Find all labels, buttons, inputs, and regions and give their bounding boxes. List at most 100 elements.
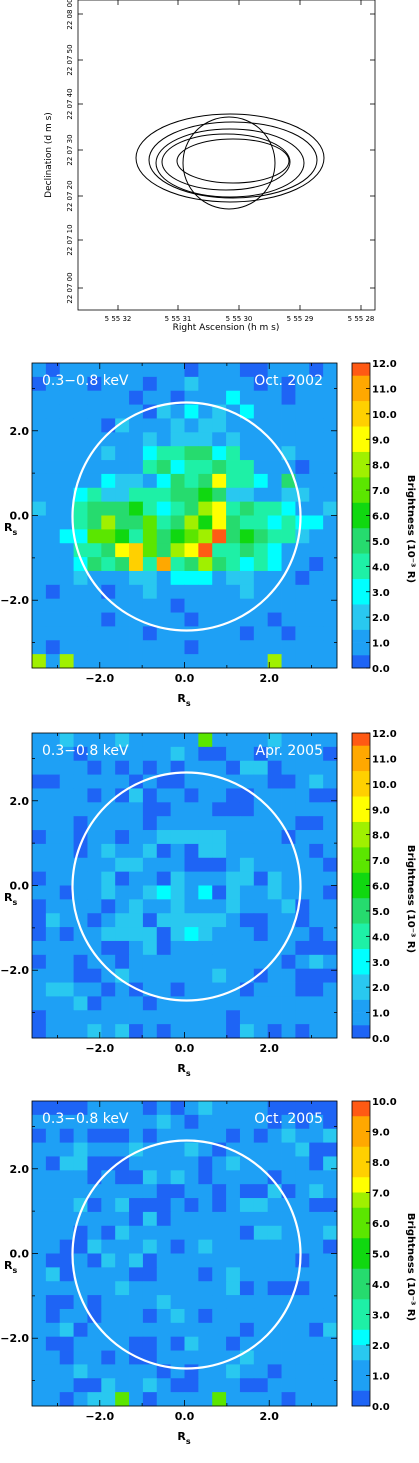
heatmap-cell (281, 1010, 296, 1025)
heatmap-cell (281, 376, 296, 392)
heatmap-cell (198, 982, 213, 997)
heatmap-cell (32, 1101, 47, 1116)
heatmap-cell (101, 1281, 116, 1296)
heatmap-cell (239, 598, 255, 613)
heatmap-cell (212, 760, 227, 775)
heatmap-cell (281, 1378, 296, 1393)
heatmap-cell (226, 1378, 241, 1393)
heatmap-cell (198, 446, 213, 461)
heatmap-cell (226, 1281, 241, 1296)
heatmap-cell (129, 1336, 144, 1351)
heatmap-cell (239, 1392, 255, 1407)
heatmap-cell (45, 363, 61, 378)
heatmap-cell (239, 885, 255, 900)
heatmap-cell (87, 1225, 102, 1241)
heatmap-cell (226, 1024, 241, 1039)
heatmap-cell (142, 487, 158, 503)
heatmap-cell (184, 1211, 199, 1227)
y-tick-label: 2.0 (10, 1163, 30, 1176)
heatmap-cell (253, 543, 269, 558)
heatmap-cell (156, 487, 172, 503)
heatmap-cell (32, 418, 47, 433)
colorbar-swatch (352, 1268, 370, 1285)
heatmap-cell (101, 927, 116, 942)
heatmap-cell (267, 760, 282, 775)
heatmap-cell (156, 816, 172, 831)
heatmap-cell (239, 996, 255, 1011)
heatmap-cell (295, 390, 310, 405)
colorbar-swatch (352, 949, 370, 963)
heatmap-cell (281, 1392, 296, 1407)
heatmap-cell (45, 1128, 61, 1143)
heatmap-cell (142, 1267, 158, 1282)
heatmap-cell (184, 557, 199, 572)
heatmap-cell (156, 1010, 172, 1025)
heatmap-cell (45, 996, 61, 1011)
heatmap-cell (309, 515, 324, 530)
colorbar-swatch (352, 439, 370, 453)
heatmap-cell (32, 446, 47, 461)
heatmap-cell (59, 612, 74, 627)
heatmap-cell (87, 885, 102, 900)
heatmap-cell (59, 830, 74, 845)
heatmap-cell (101, 1184, 116, 1199)
heatmap-cell (267, 1114, 282, 1130)
heatmap-cell (45, 913, 61, 928)
y-tick-label: 2.0 (10, 425, 30, 438)
heatmap-cell (198, 1253, 213, 1268)
heatmap-cell (267, 612, 282, 627)
heatmap-cell (323, 1184, 338, 1199)
heatmap-cell (170, 1225, 185, 1241)
heatmap-cell (45, 982, 61, 997)
heatmap-cell (323, 612, 338, 627)
colorbar-tick-label: 11.0 (372, 754, 397, 765)
heatmap-cell (184, 1239, 199, 1254)
heatmap-cell (309, 746, 324, 762)
y-tick-label: −2.0 (0, 964, 29, 977)
heatmap-cell (226, 515, 241, 530)
heatmap-cell (309, 1295, 324, 1310)
heatmap-cell (129, 376, 144, 392)
heatmap-cell (295, 830, 310, 845)
heatmap-cell (198, 376, 213, 392)
heatmap-cell (184, 501, 199, 516)
heatmap-cell (129, 1295, 144, 1310)
heatmap-cell (156, 968, 172, 983)
heatmap-cell (32, 432, 47, 447)
heatmap-cell (45, 746, 61, 762)
heatmap-cell (87, 954, 102, 970)
heatmap-cell (45, 1184, 61, 1199)
heatmap-cell (142, 1308, 158, 1324)
heatmap-cell (73, 1024, 88, 1039)
colorbar (351, 362, 371, 669)
heatmap-cell (45, 418, 61, 433)
heatmap-cell (212, 515, 227, 530)
heatmap-cell (156, 1336, 172, 1351)
heatmap-cell (323, 1392, 338, 1407)
colorbar-swatch (352, 745, 370, 759)
colorbar-swatch (352, 999, 370, 1013)
heatmap-cell (309, 1336, 324, 1351)
heatmap-cell (295, 376, 310, 392)
heatmap-cell (115, 418, 130, 433)
heatmap-cell (267, 802, 282, 817)
heatmap-cell (239, 816, 255, 831)
heatmap-cell (142, 501, 158, 516)
heatmap-cell (309, 1308, 324, 1324)
heatmap-cell (59, 473, 74, 489)
heatmap-cell (32, 1114, 47, 1130)
heatmap-cell (267, 584, 282, 600)
heatmap-cell (212, 626, 227, 641)
heatmap-cell (129, 1225, 144, 1241)
heatmap-cell (87, 1198, 102, 1213)
heatmap-cell (101, 885, 116, 900)
heatmap-cell (59, 857, 74, 873)
heatmap-cell (32, 460, 47, 475)
colorbar-swatch (352, 1299, 370, 1315)
heatmap-cell (170, 584, 185, 600)
heatmap-cell (32, 1295, 47, 1310)
heatmap-cell (45, 774, 61, 789)
heatmap-cell (87, 843, 102, 859)
heatmap-cell (73, 1378, 88, 1393)
heatmap-cell (323, 1101, 338, 1116)
